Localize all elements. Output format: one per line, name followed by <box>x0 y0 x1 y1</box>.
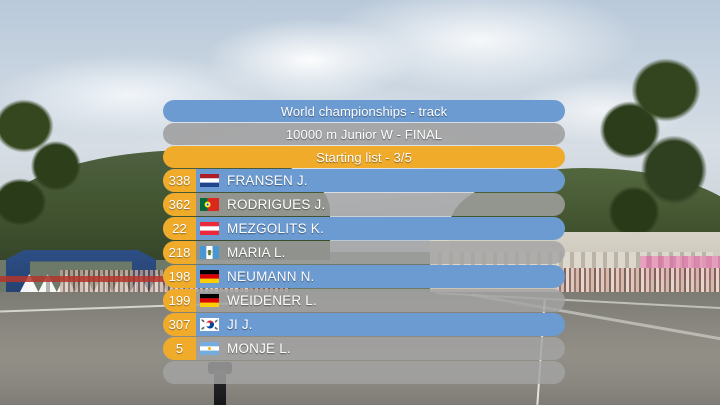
south-korea-flag-icon <box>198 318 220 331</box>
athlete-name: RODRIGUES J. <box>227 197 326 212</box>
list-row[interactable]: 338 FRANSEN J. <box>163 169 565 192</box>
event-title: World championships - track <box>280 103 448 119</box>
athlete-name: MONJE L. <box>227 341 291 356</box>
list-row[interactable]: 218 MARIA L. <box>163 241 565 264</box>
athlete-name: FRANSEN J. <box>227 173 308 188</box>
list-label: Starting list - 3/5 <box>316 149 412 165</box>
bib-number: 307 <box>163 313 196 336</box>
list-row[interactable]: 198 NEUMANN N. <box>163 265 565 288</box>
event-subtitle: 10000 m Junior W - FINAL <box>285 126 443 142</box>
event-title-bar: World championships - track <box>163 100 565 122</box>
list-row[interactable]: 5 MONJE L. <box>163 337 565 360</box>
tree-right <box>596 44 716 254</box>
athlete-name: JI J. <box>227 317 253 332</box>
event-subtitle-bar: 10000 m Junior W - FINAL <box>163 123 565 145</box>
bib-number: 338 <box>163 169 196 192</box>
athlete-name: NEUMANN N. <box>227 269 315 284</box>
bib-number: 218 <box>163 241 196 264</box>
list-row[interactable]: 22 MEZGOLITS K. <box>163 217 565 240</box>
list-label-bar: Starting list - 3/5 <box>163 146 565 168</box>
athlete-name: WEIDENER L. <box>227 293 317 308</box>
portugal-flag-icon <box>198 198 220 211</box>
bib-number: 362 <box>163 193 196 216</box>
startlist-rows: 338 FRANSEN J. 362 RODRIGUES J. 22 MEZGOLITS … <box>163 169 565 360</box>
bib-number: 5 <box>163 337 196 360</box>
list-row[interactable]: 362 RODRIGUES J. <box>163 193 565 216</box>
bib-number: 198 <box>163 265 196 288</box>
list-row[interactable]: 199 WEIDENER L. <box>163 289 565 312</box>
guatemala-flag-icon <box>198 246 220 259</box>
germany-flag-icon <box>198 294 220 307</box>
tree-left <box>0 96 90 246</box>
germany-flag-icon <box>198 270 220 283</box>
list-row-empty <box>163 361 565 384</box>
list-row[interactable]: 307 JI J. <box>163 313 565 336</box>
athlete-name: MEZGOLITS K. <box>227 221 324 236</box>
athlete-name: MARIA L. <box>227 245 286 260</box>
argentina-flag-icon <box>198 342 220 355</box>
startlist-graphic: World championships - track 10000 m Juni… <box>163 100 565 385</box>
austria-flag-icon <box>198 222 220 235</box>
bib-number: 22 <box>163 217 196 240</box>
netherlands-flag-icon <box>198 174 220 187</box>
bib-number: 199 <box>163 289 196 312</box>
